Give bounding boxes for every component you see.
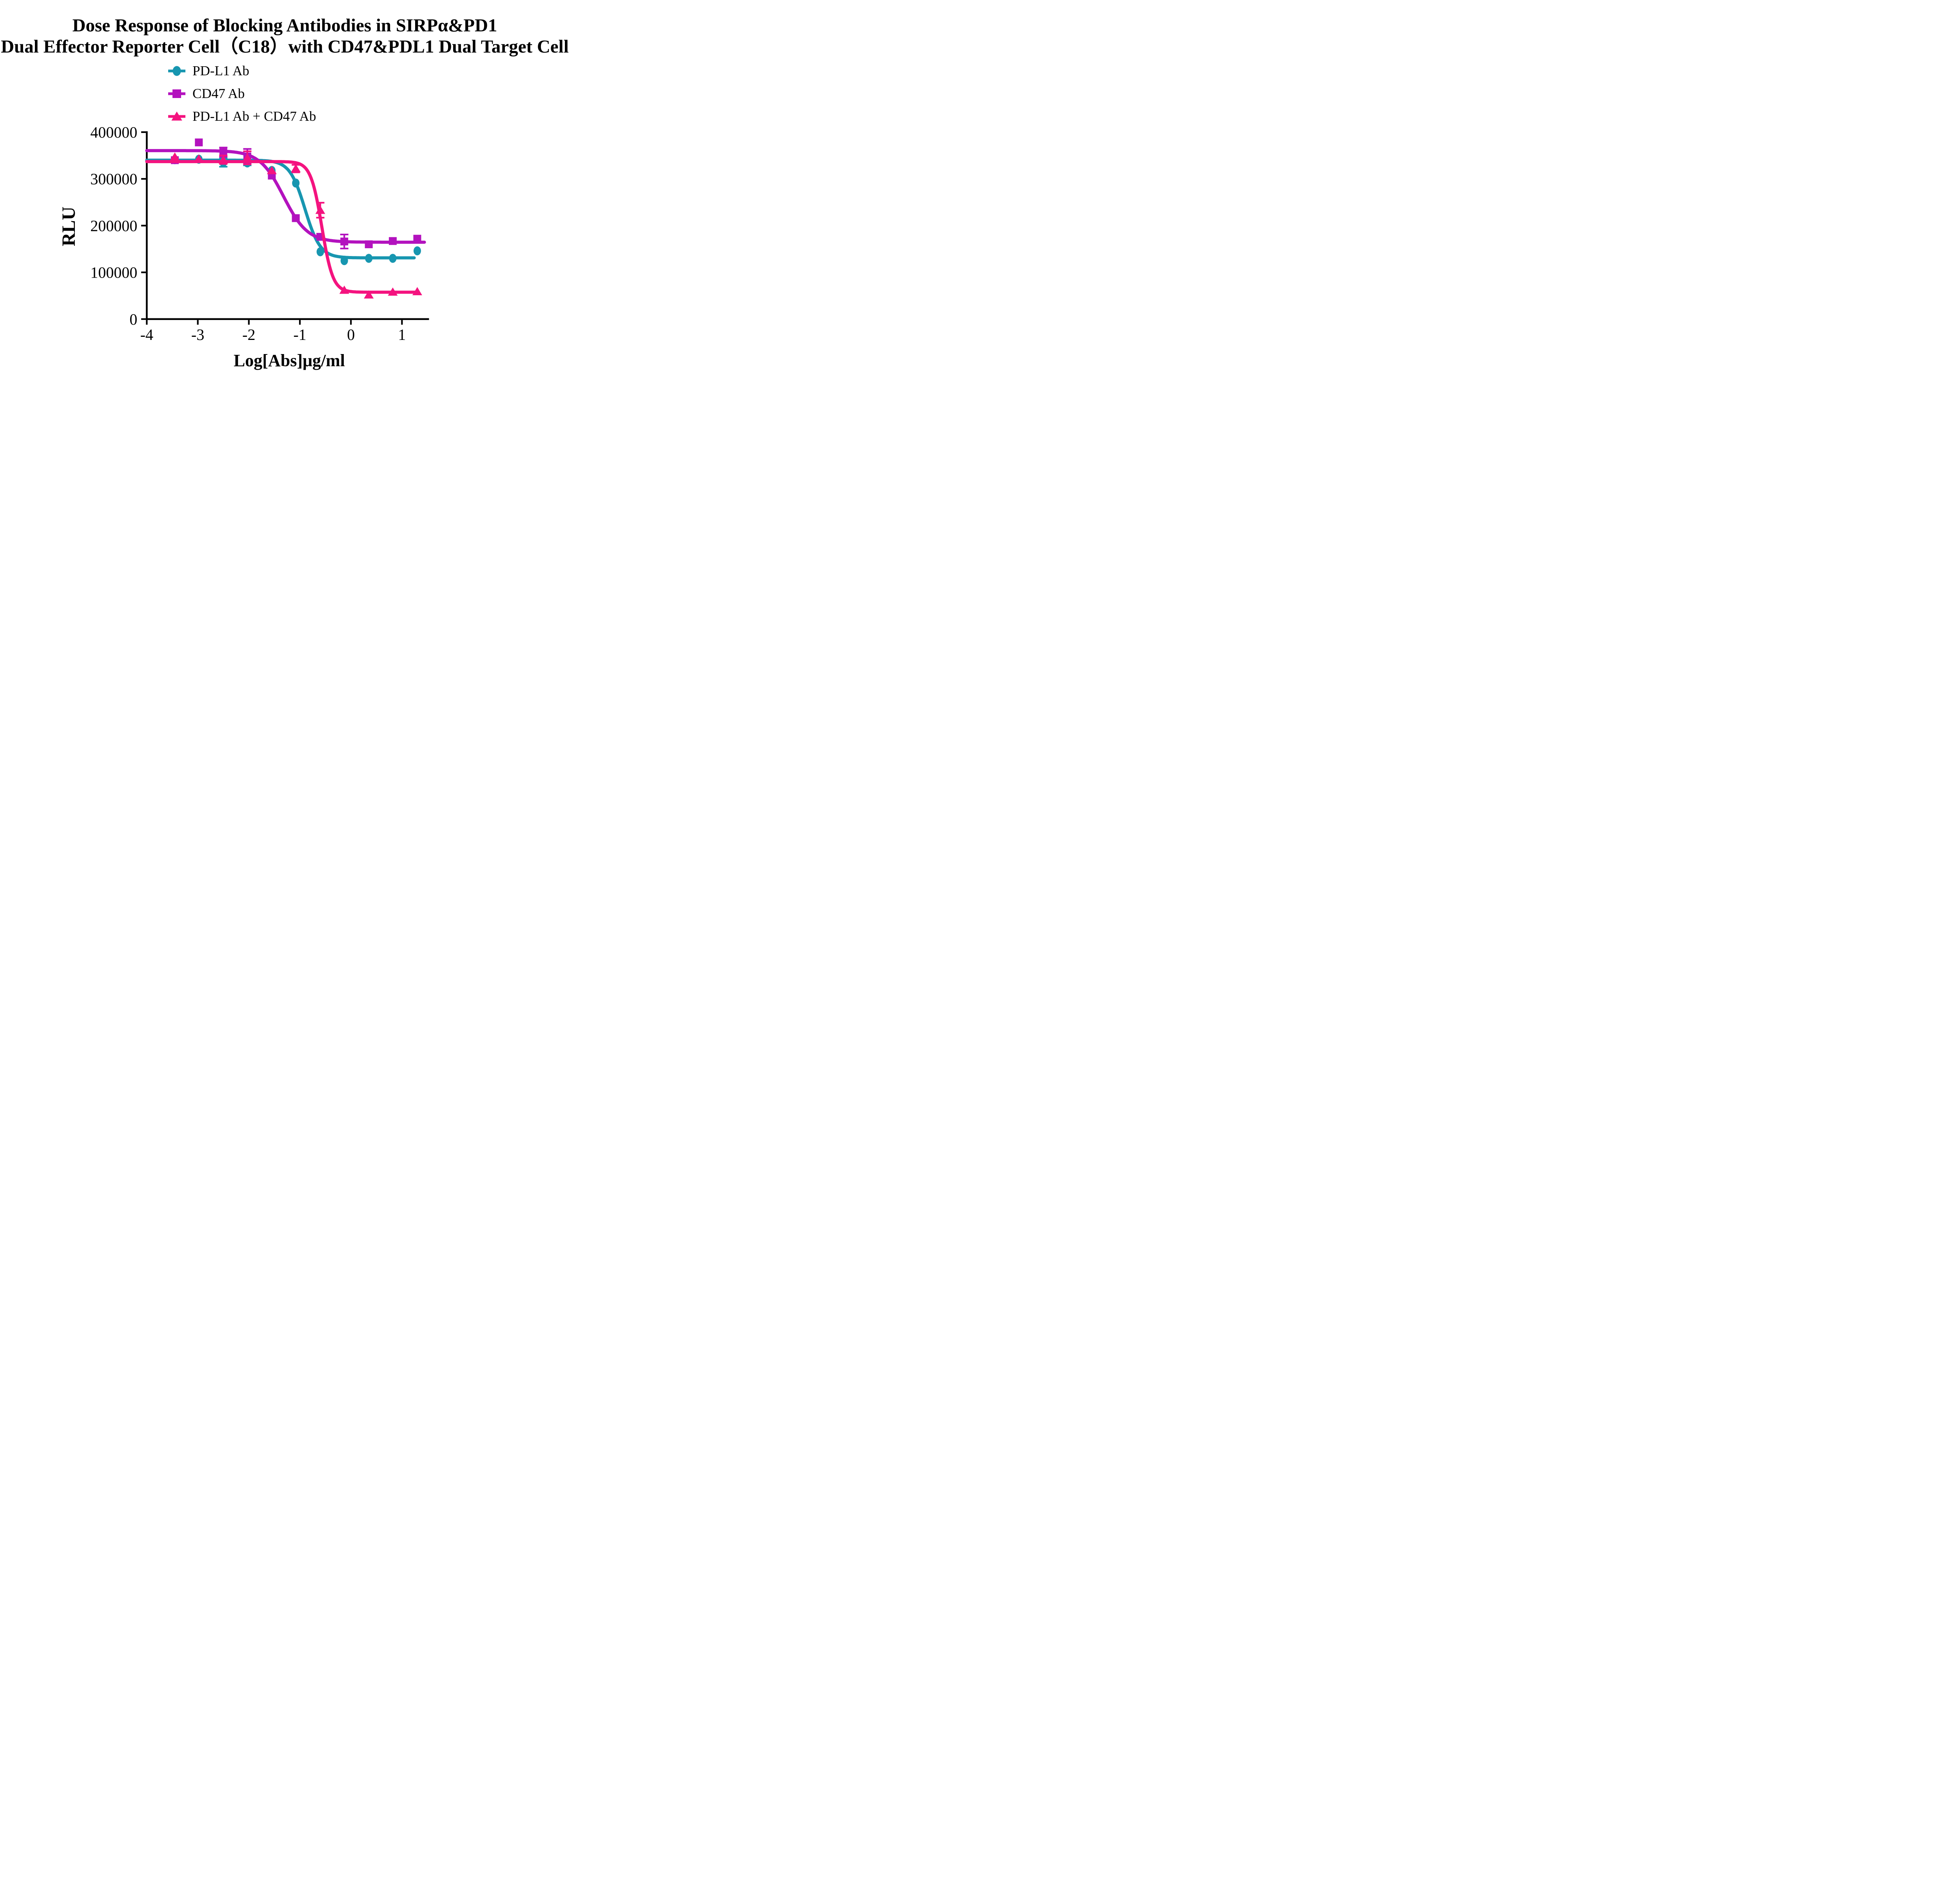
legend-label-cd47: CD47 Ab [192,86,245,101]
data-point-triangle [388,287,398,296]
fit-curve [145,160,419,294]
data-point-square [388,237,397,245]
x-tick-label: 1 [398,326,406,343]
x-axis-title: Log[Abs]μg/ml [233,351,345,370]
figure: Dose Response of Blocking Antibodies in … [0,0,570,381]
data-point-circle [340,256,348,265]
legend-key-circle-icon [168,66,185,76]
chart-title: Dose Response of Blocking Antibodies in … [0,15,570,57]
plot-area: 0 100000 200000 300000 400000 -4 -3 -2 -1 0 1 [90,124,429,343]
data-point-circle [292,178,300,188]
legend-label-pdl1: PD-L1 Ab [192,63,249,78]
data-point-square [219,148,227,156]
data-point-triangle [267,166,277,174]
legend-item-cd47: CD47 Ab [168,82,316,105]
legend-item-combo: PD-L1 Ab + CD47 Ab [168,105,316,128]
y-tick-label: 300000 [90,170,137,188]
data-point-triangle [339,285,349,294]
series-cd47-ab [145,138,426,249]
x-tick-label: 0 [347,326,355,343]
y-tick-label: 400000 [90,124,137,141]
data-point-circle [316,247,324,256]
x-tick-label: -1 [293,326,306,343]
legend: PD-L1 Ab CD47 Ab PD-L1 Ab + CD47 Ab [168,60,316,128]
data-point-square [413,234,421,243]
y-tick-label: 200000 [90,217,137,234]
data-point-circle [172,66,181,76]
data-point-triangle [315,205,325,214]
fit-curve [145,149,426,244]
data-point-triangle [218,155,229,164]
data-point-square [365,240,373,249]
x-tick-label: -3 [191,326,204,343]
data-point-triangle [242,153,252,162]
data-point-circle [365,254,373,263]
data-point-square [340,237,348,245]
legend-label-combo: PD-L1 Ab + CD47 Ab [192,109,316,124]
data-point-square [195,138,203,147]
data-point-triangle [291,164,301,173]
x-tick-label: -4 [140,326,153,343]
data-point-triangle [412,287,422,295]
data-point-triangle [170,152,180,161]
legend-item-pdl1: PD-L1 Ab [168,60,316,82]
chart-title-line1: Dose Response of Blocking Antibodies in … [72,15,497,36]
data-point-circle [389,254,397,263]
chart-title-line2: Dual Effector Reporter Cell（C18）with CD4… [1,36,569,57]
series-pd-l1-ab-cd47-ab [145,150,422,299]
y-axis-title: RLU [58,206,79,247]
data-point-triangle [364,290,374,299]
data-point-triangle [194,154,204,163]
data-point-square [172,89,181,98]
legend-key-triangle-icon [168,111,185,121]
legend-key-square-icon [168,89,185,98]
series-pd-l1-ab [145,154,421,265]
data-point-triangle [171,111,182,121]
data-point-square [292,214,300,222]
x-tick-label: -2 [242,326,255,343]
y-tick-label: 100000 [90,264,137,282]
y-tick-label: 0 [129,311,137,328]
data-point-circle [413,246,421,256]
